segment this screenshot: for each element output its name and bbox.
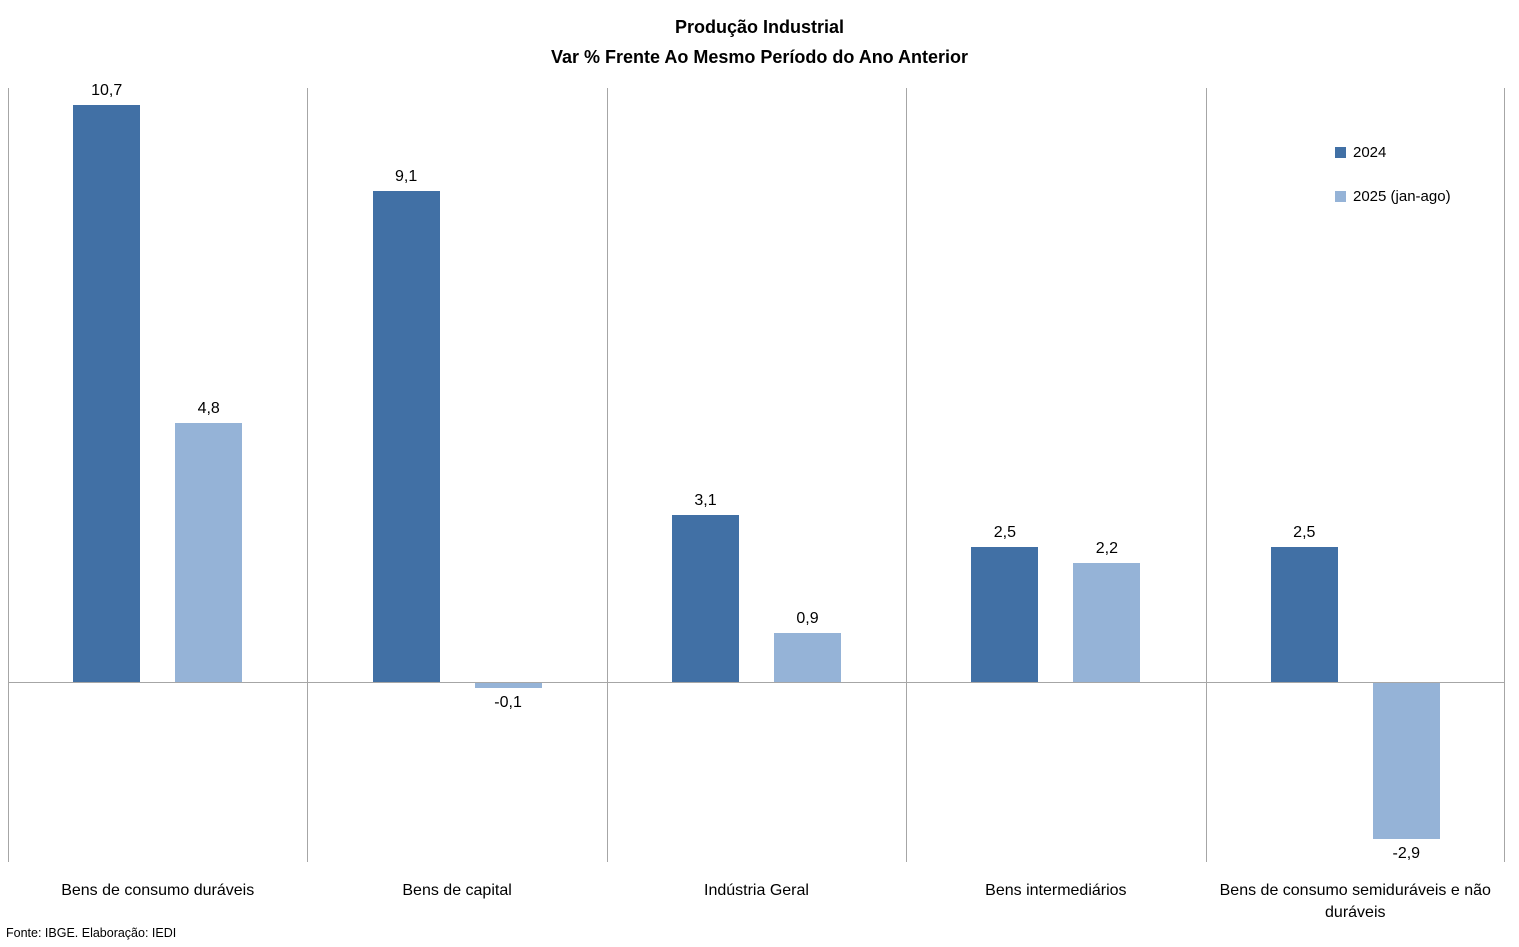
- bar-2024: [672, 515, 739, 682]
- chart-title-line2: Var % Frente Ao Mesmo Período do Ano Ant…: [550, 47, 969, 67]
- chart-title: Produção Industrial Var % Frente Ao Mesm…: [0, 12, 1519, 72]
- category-axis: Bens de consumo duráveis Bens de capital I…: [8, 880, 1505, 924]
- legend-swatch-2025: [1335, 190, 1346, 202]
- legend-item-2024: 2024: [1335, 143, 1451, 161]
- gridline-vertical: [606, 88, 608, 862]
- category-label: Bens intermediários: [985, 882, 1127, 899]
- category-label: Indústria Geral: [704, 882, 809, 899]
- bar-2025: [175, 423, 243, 682]
- bar-2025: [474, 683, 542, 688]
- zero-axis-line: [8, 682, 1505, 683]
- value-label: 2,5: [993, 524, 1017, 541]
- value-label: 10,7: [91, 82, 123, 99]
- value-label: 9,1: [394, 168, 418, 185]
- bar-2024: [1270, 547, 1338, 682]
- gridline-vertical: [906, 88, 908, 862]
- value-label: 2,5: [1293, 524, 1316, 541]
- bar-2025: [774, 633, 841, 682]
- value-label: 0,9: [796, 610, 819, 627]
- gridline-vertical: [1504, 88, 1505, 862]
- source-note: Fonte: IBGE. Elaboração: IEDI: [6, 926, 177, 940]
- legend: 2024 2025 (jan-ago): [1335, 143, 1451, 231]
- category-label: Bens de capital: [402, 882, 512, 899]
- bar-2024: [372, 191, 440, 682]
- gridline-vertical: [8, 88, 9, 862]
- value-label: 3,1: [694, 492, 717, 509]
- value-label: -0,1: [494, 694, 522, 711]
- legend-item-2025: 2025 (jan-ago): [1335, 187, 1451, 205]
- value-label: 4,8: [197, 400, 220, 417]
- value-label: 2,2: [1095, 540, 1119, 557]
- legend-label-2024: 2024: [1353, 143, 1387, 161]
- gridline-vertical: [307, 88, 309, 862]
- category-label: Bens de consumo duráveis: [61, 882, 255, 899]
- bar-2025: [1372, 683, 1440, 839]
- gridline-vertical: [1205, 88, 1207, 862]
- bar-2025: [1073, 563, 1141, 682]
- bar-2024: [73, 105, 141, 682]
- plot-area: 10,7 9,1 3,1 2,5 2,5 4,8 -0,1 0,9 2,2 -2,9: [8, 82, 1505, 862]
- value-label: -2,9: [1392, 845, 1421, 862]
- chart-title-line1: Produção Industrial: [674, 17, 845, 37]
- category-label: Bens de consumo semiduráveis e não duráv…: [1219, 882, 1491, 921]
- legend-swatch-2024: [1335, 146, 1346, 158]
- legend-label-2025: 2025 (jan-ago): [1353, 187, 1451, 205]
- bar-2024: [971, 547, 1039, 682]
